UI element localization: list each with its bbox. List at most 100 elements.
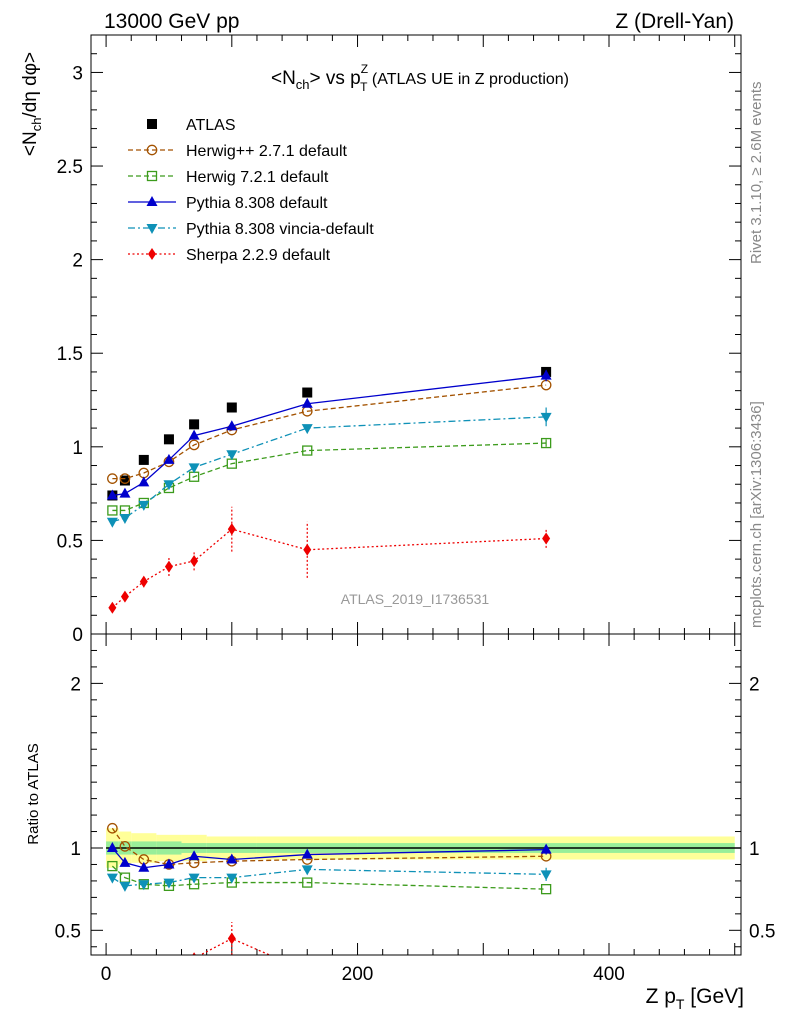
ratio-plot: 0.5 0.5 1 1 2 2 0 200 400 <box>55 633 775 985</box>
data-point <box>138 500 150 511</box>
ratio-ytick-label: 2 <box>70 674 81 695</box>
title-sup: Z <box>361 62 368 76</box>
main-ytick-label: 0 <box>72 625 83 646</box>
ratio-data-point <box>540 870 552 881</box>
legend-marker <box>146 196 158 206</box>
xlabel-sub: T <box>676 996 685 1012</box>
main-ylabel-b: /dη dφ> <box>20 52 41 118</box>
ratio-ytick-label-right: 0.5 <box>749 921 775 942</box>
ratio-series-line <box>111 827 547 866</box>
ratio-series-line <box>111 865 547 890</box>
ratio-data-point <box>540 843 552 854</box>
legend-marker <box>146 170 158 182</box>
data-point <box>227 523 236 536</box>
ratio-series-line <box>198 937 272 955</box>
data-point <box>106 517 118 528</box>
ratio-axis-ticks <box>91 634 741 955</box>
data-point <box>139 575 148 588</box>
main-plot: 0 0.5 1 1.5 2 2.5 3 <box>57 34 742 646</box>
data-point <box>540 369 552 380</box>
data-point <box>302 445 313 456</box>
ratio-data-point <box>192 952 196 955</box>
series-line <box>112 442 547 512</box>
chart-title: <Nch> vs pZ T (ATLAS UE in Z production) <box>271 62 569 94</box>
xtick-label: 200 <box>342 964 374 985</box>
xlabel-a: Z p <box>646 985 676 1008</box>
data-point <box>226 402 237 413</box>
data-point <box>120 590 129 603</box>
data-point <box>302 387 313 398</box>
ratio-data-point <box>138 861 150 872</box>
data-point <box>108 601 117 614</box>
legend-label: ATLAS <box>186 117 236 134</box>
main-ylabel-a: <N <box>20 131 41 156</box>
ratio-band <box>106 828 741 868</box>
legend-label: Herwig++ 2.7.1 default <box>186 143 348 160</box>
ratio-data-point <box>301 865 313 876</box>
header-right: Z (Drell-Yan) <box>615 10 734 33</box>
ratio-data-point <box>163 878 175 889</box>
ratio-data-point <box>138 880 150 891</box>
data-point <box>138 476 150 487</box>
ratio-data-point <box>106 842 118 852</box>
data-point <box>188 429 200 440</box>
ratio-data-point <box>226 853 238 864</box>
main-ytick-label: 2.5 <box>57 157 83 178</box>
main-ytick-label: 2 <box>72 251 83 272</box>
title-tail: (ATLAS UE in Z production) <box>367 71 569 88</box>
data-point <box>119 487 131 498</box>
data-point <box>540 412 552 423</box>
ratio-data-point <box>107 860 118 872</box>
data-point <box>138 454 149 465</box>
series-line <box>112 384 547 480</box>
ratio-data-point <box>106 873 118 884</box>
data-point <box>190 554 199 567</box>
mcplots-label: mcplots.cern.ch [arXiv:1306:3436] <box>748 401 765 628</box>
legend-label: Pythia 8.308 vincia-default <box>186 221 374 238</box>
ratio-data-point <box>188 850 200 861</box>
data-point <box>106 489 118 500</box>
ratio-data-point <box>119 841 131 852</box>
main-ylabel: <Nch/dη dφ> <box>20 52 44 156</box>
ratio-data-point <box>107 822 118 834</box>
data-point <box>301 424 313 435</box>
ratio-data-point <box>302 877 313 888</box>
legend-marker <box>146 224 158 234</box>
ratio-ylabel: Ratio to ATLAS <box>25 743 42 844</box>
main-ytick-label: 3 <box>72 63 83 84</box>
series-line <box>112 375 547 497</box>
legend-marker <box>147 119 157 129</box>
data-point <box>540 379 552 391</box>
series-line <box>112 416 547 523</box>
data-point <box>189 419 200 430</box>
data-point <box>301 397 313 408</box>
ratio-ytick-label-right: 2 <box>749 674 760 695</box>
data-point <box>107 473 118 484</box>
data-point <box>163 480 175 491</box>
ratio-data-point <box>301 848 313 859</box>
xtick-label: 400 <box>593 964 625 985</box>
ratio-data-point <box>540 884 552 895</box>
ratio-ytick-label: 0.5 <box>55 921 81 942</box>
xtick-label: 0 <box>101 964 112 985</box>
data-point <box>163 434 174 445</box>
analysis-watermark: ATLAS_2019_I1736531 <box>341 591 490 607</box>
ratio-series <box>106 822 552 955</box>
title-mid: > vs p <box>310 68 361 89</box>
title-sub1: ch <box>296 77 310 92</box>
data-point <box>226 420 238 431</box>
title-sub2: T <box>360 80 368 94</box>
data-point <box>226 450 238 461</box>
ratio-data-point <box>163 858 175 869</box>
xlabel-b: [GeV] <box>684 985 744 1008</box>
data-point <box>119 513 131 524</box>
header-left: 13000 GeV pp <box>104 10 239 33</box>
xlabel: Z pT [GeV] <box>646 985 744 1012</box>
main-ytick-label: 0.5 <box>57 531 83 552</box>
main-axis-ticks <box>91 34 741 635</box>
main-series <box>106 366 552 614</box>
main-ytick-label: 1.5 <box>57 344 83 365</box>
data-point <box>188 439 200 451</box>
data-point <box>188 463 200 474</box>
